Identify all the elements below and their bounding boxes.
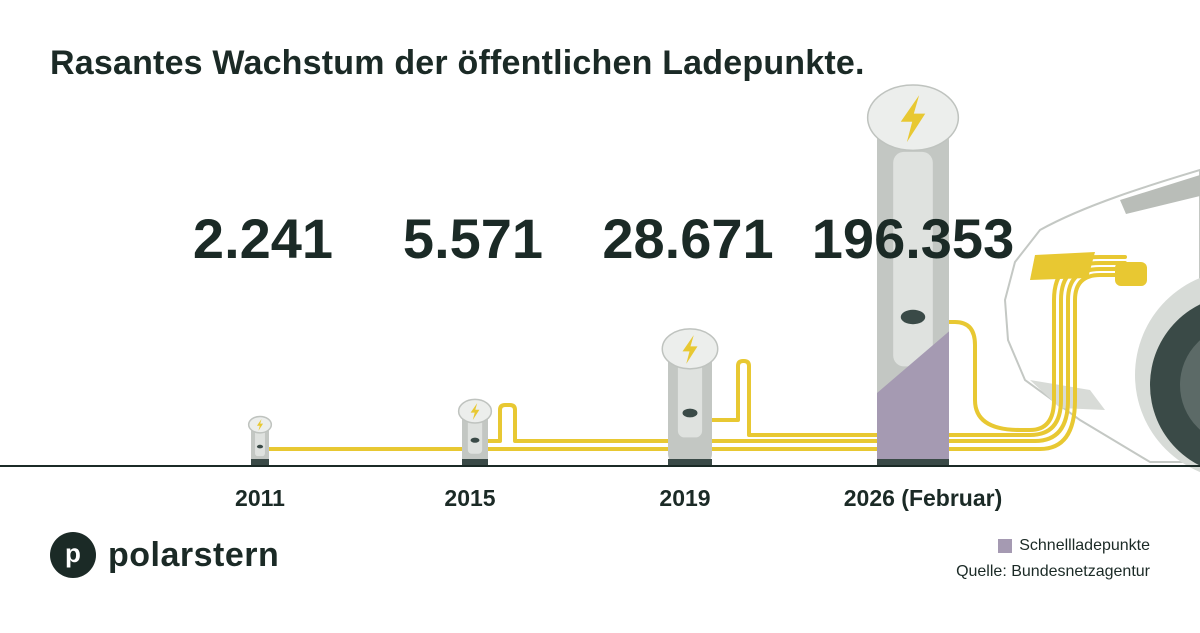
- car-rim: [1180, 340, 1200, 430]
- station-socket: [470, 437, 480, 443]
- cable-2019: [688, 261, 1127, 437]
- value-label-2019: 28.671: [602, 207, 773, 270]
- station-panel: [893, 151, 933, 367]
- station-base: [462, 459, 488, 465]
- cable-2015: [473, 267, 1127, 443]
- station-panel: [467, 417, 483, 454]
- station-panel: [255, 429, 265, 457]
- cable-2026: [911, 255, 1127, 432]
- value-label-2026: 196.353: [812, 207, 1014, 270]
- station-socket: [900, 309, 926, 325]
- charging-station-2011: [247, 415, 273, 465]
- source-note: Quelle: Bundesnetzagentur: [956, 563, 1150, 581]
- source-label: Quelle:: [956, 563, 1007, 580]
- x-tick-label-2026: 2026 (Februar): [844, 485, 1003, 511]
- source-value: Bundesnetzagentur: [1011, 563, 1150, 580]
- car-tire: [1150, 304, 1200, 466]
- station-base: [668, 459, 712, 465]
- legend-label: Schnellladepunkte: [1019, 537, 1150, 554]
- brand-logo: p polarstern: [50, 532, 279, 578]
- charging-station-2015: [457, 398, 493, 465]
- value-label-2015: 5.571: [403, 207, 543, 270]
- x-tick-label-2015: 2015: [444, 485, 495, 511]
- x-tick-label-2011: 2011: [235, 485, 285, 511]
- car-windshield-edge: [1120, 175, 1200, 214]
- logo-icon: p: [50, 532, 96, 578]
- legend-swatch: [998, 539, 1013, 553]
- lightning-bolt-icon: [470, 403, 480, 421]
- x-tick-label-2019: 2019: [659, 485, 710, 511]
- station-socket: [256, 444, 264, 449]
- station-panel: [677, 362, 703, 438]
- station-base: [877, 459, 949, 465]
- station-socket: [682, 408, 698, 418]
- lightning-bolt-icon: [256, 419, 264, 431]
- chart-title: Rasantes Wachstum der öffentlichen Ladep…: [50, 44, 865, 82]
- lightning-bolt-icon: [682, 335, 698, 364]
- value-label-2011: 2.241: [193, 207, 333, 270]
- station-base: [251, 459, 269, 465]
- fast-charging-segment: [877, 331, 949, 465]
- logo-letter: p: [65, 538, 81, 568]
- brand-name: polarstern: [108, 535, 280, 574]
- cable-plug: [1115, 262, 1147, 286]
- legend: Schnellladepunkte: [998, 537, 1150, 555]
- charging-station-2026: [866, 84, 960, 465]
- lightning-bolt-icon: [900, 95, 926, 143]
- cable-2011: [258, 273, 1127, 451]
- charging-station-2019: [661, 328, 719, 465]
